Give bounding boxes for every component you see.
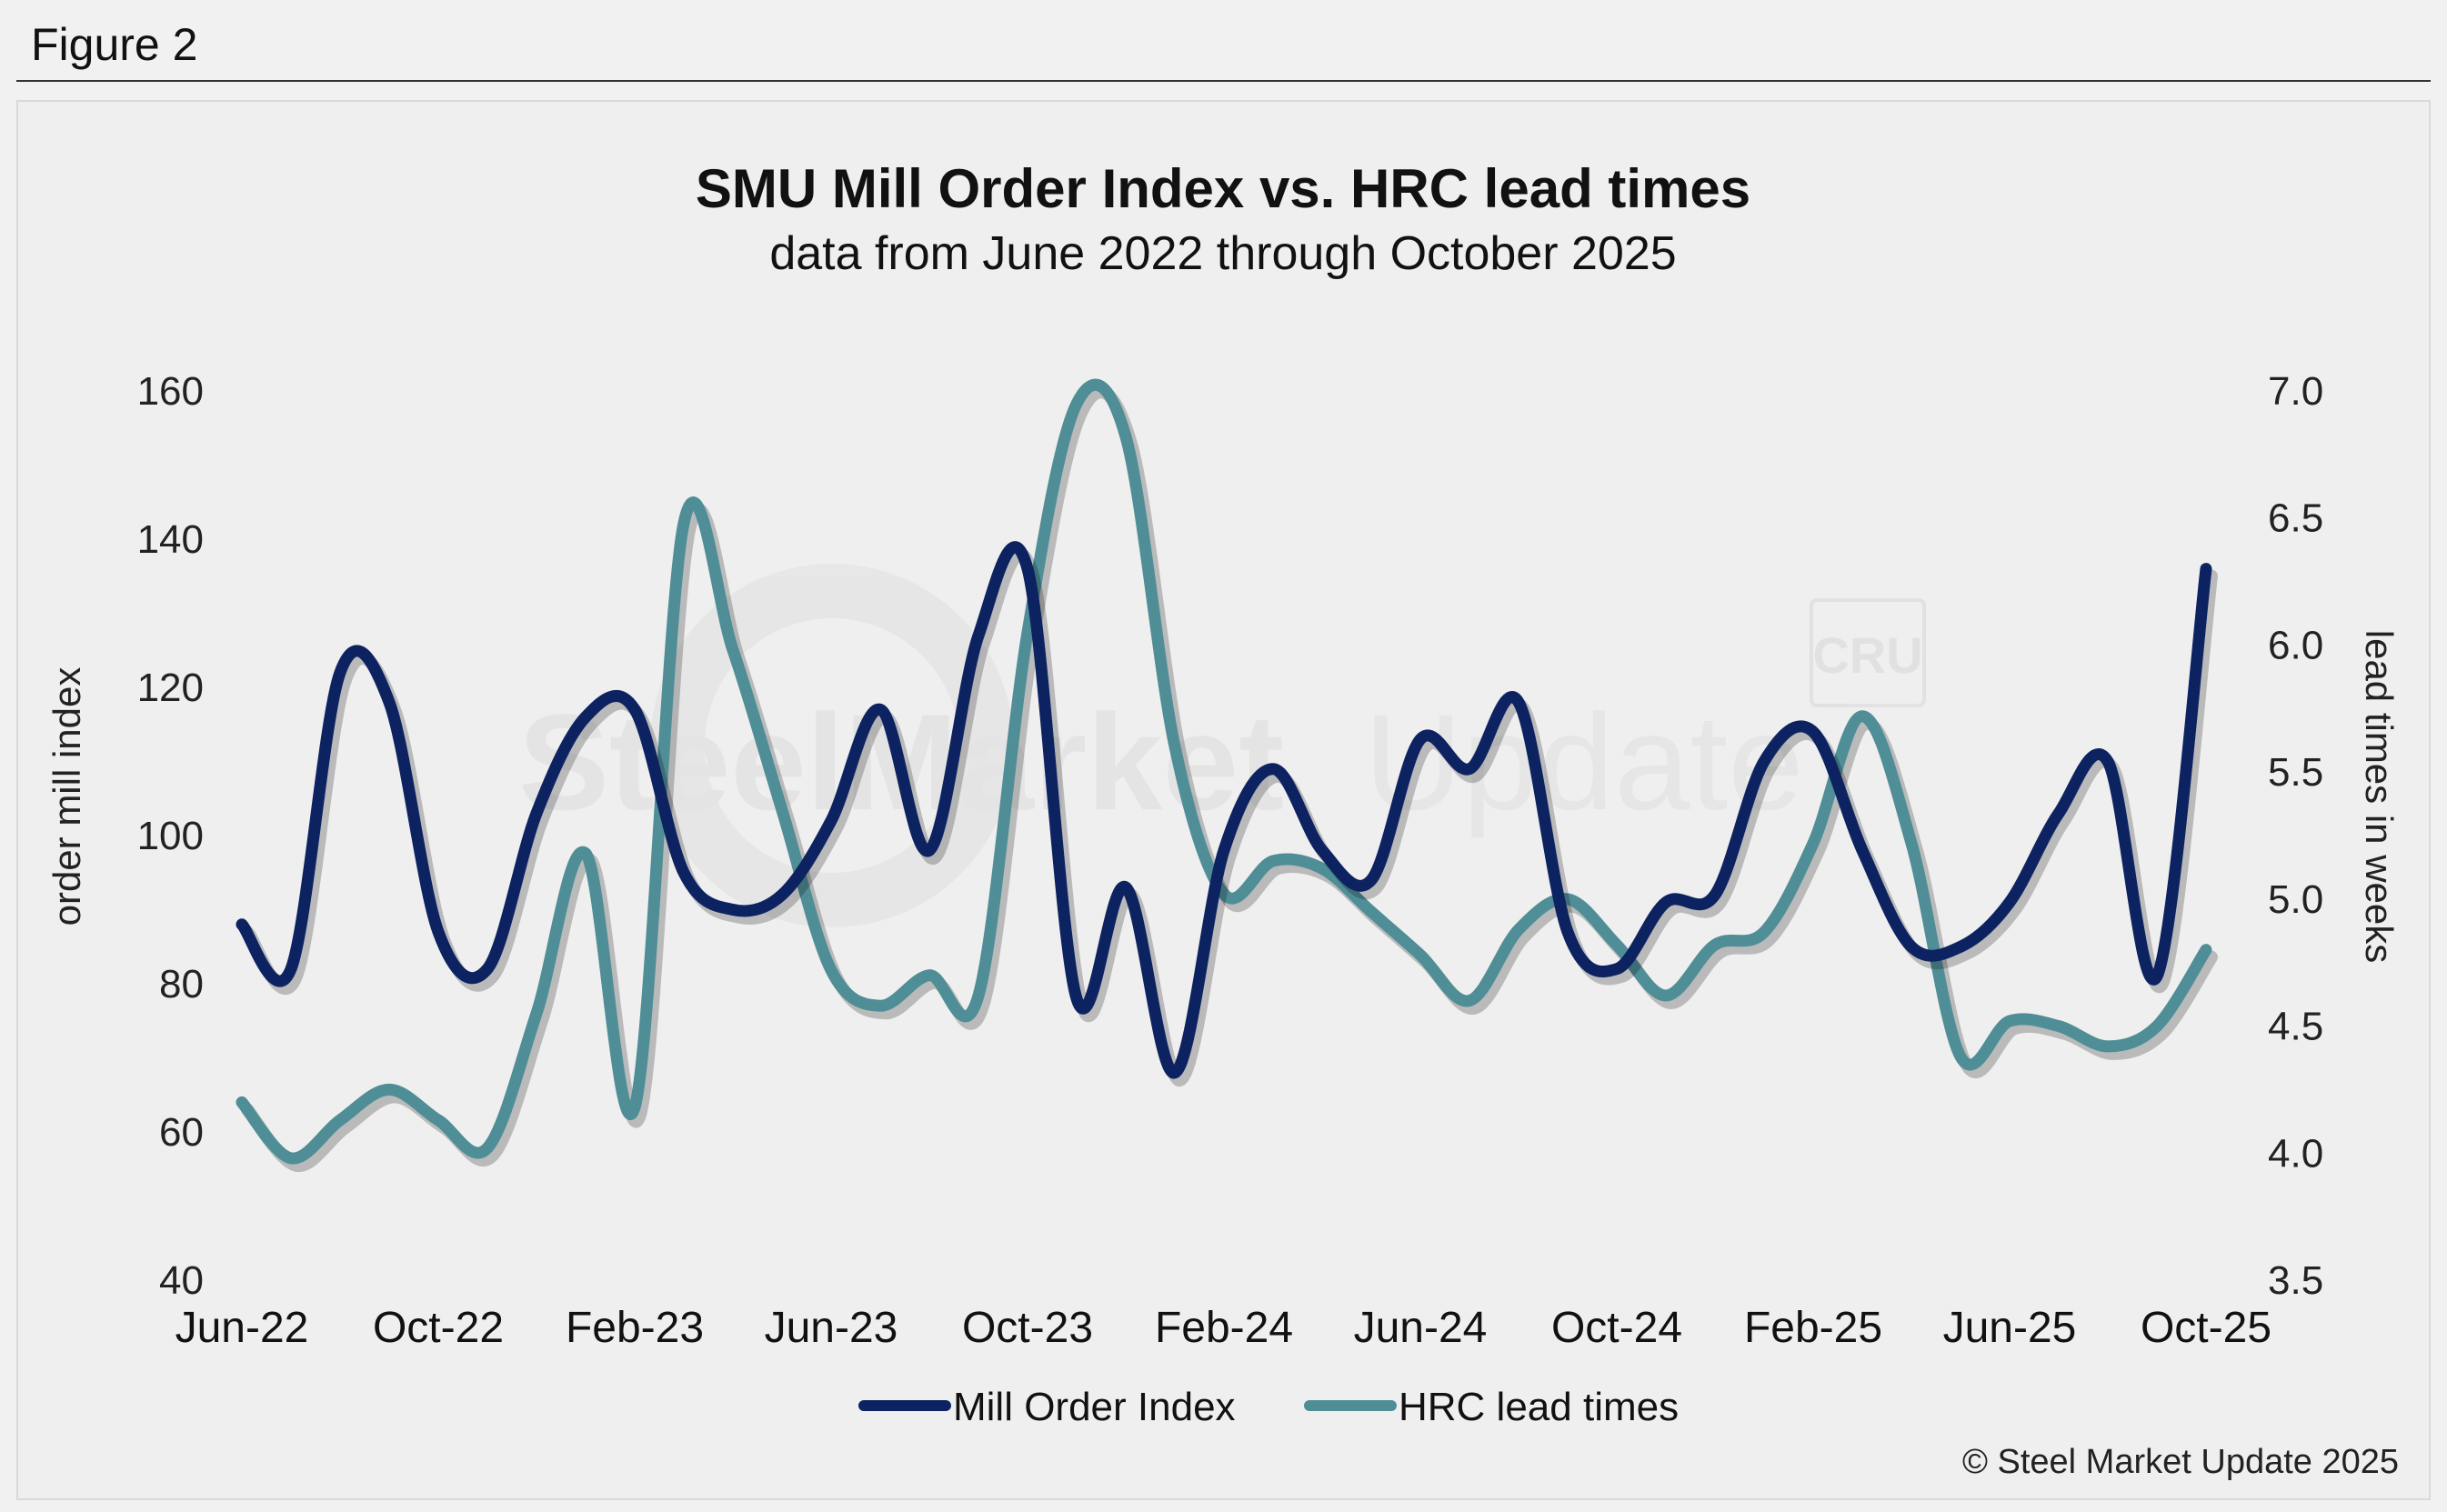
series-line-mill-order-index	[236, 541, 2212, 1079]
y-right-tick-label: 3.5	[2268, 1258, 2323, 1303]
watermark-brand-light: Update	[1364, 686, 1804, 838]
x-tick-label: Jun-24	[1354, 1304, 1488, 1352]
figure-label: Figure 2	[31, 19, 198, 70]
y-right-tick-label: 7.0	[2268, 369, 2323, 414]
y-left-tick-label: 80	[159, 962, 204, 1006]
header-rule	[16, 80, 2431, 82]
x-tick-label: Oct-22	[373, 1304, 504, 1352]
y-left-tick-label: 40	[159, 1258, 204, 1303]
y-axis-right-label: lead times in weeks	[2358, 630, 2401, 964]
legend-label-mill-order-index: Mill Order Index	[953, 1385, 1236, 1429]
watermark-logo-circle	[650, 564, 1014, 927]
x-tick-label: Oct-23	[962, 1304, 1093, 1352]
y-right-tick-label: 4.0	[2268, 1131, 2323, 1176]
y-left-tick-label: 120	[137, 666, 204, 710]
series-layer	[236, 378, 2218, 1172]
x-tick-label: Oct-25	[2141, 1304, 2271, 1352]
y-axis-left-label: order mill index	[45, 667, 88, 926]
y-left-tick-label: 140	[137, 517, 204, 562]
y-left-tick-label: 100	[137, 814, 204, 858]
watermark: SteelMarket Update CRU	[518, 564, 1926, 927]
x-tick-label: Jun-22	[176, 1304, 309, 1352]
y-right-tick-label: 5.5	[2268, 750, 2323, 795]
x-tick-label: Jun-25	[1943, 1304, 2077, 1352]
y-right-tick-label: 6.5	[2268, 496, 2323, 541]
legend-label-hrc-lead-times: HRC lead times	[1399, 1385, 1679, 1429]
chart-title: SMU Mill Order Index vs. HRC lead times	[696, 158, 1750, 219]
y-axis-right-ticks: 3.5 4.0 4.5 5.0 5.5 6.0 6.5 7.0	[2268, 369, 2323, 1303]
series-line-hrc-lead-times	[236, 378, 2212, 1165]
x-axis-ticks: Jun-22 Oct-22 Feb-23 Jun-23 Oct-23 Feb-24 Jun-…	[176, 1304, 2271, 1352]
y-right-tick-label: 4.5	[2268, 1005, 2323, 1049]
watermark-badge-box	[1810, 598, 1926, 707]
x-tick-label: Feb-25	[1744, 1304, 1882, 1352]
y-left-tick-label: 60	[159, 1110, 204, 1155]
x-tick-label: Feb-24	[1155, 1304, 1293, 1352]
chart-panel	[16, 100, 2431, 1500]
y-right-tick-label: 5.0	[2268, 877, 2323, 922]
x-tick-label: Jun-23	[765, 1304, 898, 1352]
y-axis-left-ticks: 40 60 80 100 120 140 160	[137, 369, 204, 1303]
watermark-badge: CRU	[1812, 626, 1922, 684]
x-tick-label: Feb-23	[566, 1304, 704, 1352]
chart-subtitle: data from June 2022 through October 2025	[769, 227, 1676, 280]
x-tick-label: Oct-24	[1551, 1304, 1682, 1352]
copyright: © Steel Market Update 2025	[1962, 1443, 2399, 1481]
legend: Mill Order Index HRC lead times	[858, 1385, 1679, 1429]
y-right-tick-label: 6.0	[2268, 623, 2323, 667]
y-left-tick-label: 160	[137, 369, 204, 414]
